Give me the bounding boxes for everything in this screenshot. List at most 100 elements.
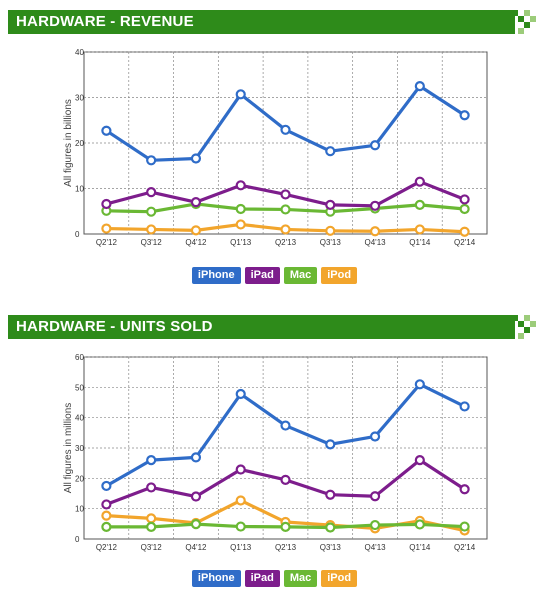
revenue-title: HARDWARE - REVENUE [16,13,194,30]
units-title: HARDWARE - UNITS SOLD [16,318,213,335]
data-point-ipod [101,510,112,521]
x-tick-label: Q2'14 [454,543,476,552]
data-point-ipad [146,482,157,493]
revenue-line-chart: 0 10 20 30 40 Q2'12 Q3'12 Q4'12 Q1'13 Q2'13 Q3'13 Q… [63,48,488,247]
data-point-iphone [369,140,381,151]
data-point-ipad [190,197,202,208]
x-tick-label: Q3'12 [141,543,163,552]
data-point-iphone [325,146,336,157]
x-tick-label: Q2'14 [454,238,476,247]
units-legend: iPhone iPad Mac iPod [0,570,549,587]
x-tick-label: Q2'12 [96,543,118,552]
legend-mac[interactable]: Mac [283,570,318,587]
data-point-mac [414,199,425,210]
x-tick-label: Q4'12 [185,543,207,552]
legend-ipad[interactable]: iPad [244,570,280,587]
y-tick-label: 10 [75,505,84,514]
data-point-mac [369,519,381,531]
data-point-iphone [235,388,246,400]
data-point-ipad [414,176,425,187]
data-point-mac [459,203,470,215]
x-tick-label: Q1'14 [409,238,431,247]
data-point-ipad [325,199,336,210]
x-tick-label: Q2'12 [96,238,118,247]
data-point-iphone [190,153,202,164]
y-tick-label: 20 [75,474,84,483]
pixel-decoration-icon [512,10,536,34]
data-point-ipod [280,224,291,235]
data-point-mac [101,521,112,532]
x-tick-label: Q1'14 [409,543,431,552]
data-point-mac [325,522,336,533]
pixel-decoration-icon [512,315,536,339]
x-tick-label: Q3'13 [320,238,342,247]
data-point-ipod [369,226,381,237]
data-point-iphone [280,124,291,135]
y-axis-label: All figures in billions [63,99,74,187]
data-point-iphone [369,431,381,442]
data-point-ipod [414,224,425,235]
x-tick-label: Q3'12 [141,238,163,247]
data-point-ipod [101,223,112,234]
y-tick-label: 0 [75,535,80,544]
data-point-iphone [190,452,202,463]
data-point-ipod [146,513,157,524]
data-point-mac [146,521,157,532]
data-point-mac [235,203,246,215]
x-tick-label: Q2'13 [275,543,297,552]
y-tick-label: 20 [75,139,84,148]
legend-mac[interactable]: Mac [283,267,318,284]
data-point-iphone [235,89,246,100]
legend-ipod[interactable]: iPod [321,570,358,587]
y-axis-label: All figures in millions [63,403,74,494]
data-point-iphone [146,455,157,466]
y-tick-label: 10 [75,185,84,194]
data-point-ipad [369,491,381,502]
data-point-ipad [280,474,291,485]
data-point-ipad [414,455,425,466]
revenue-header-bar: HARDWARE - REVENUE [8,10,515,34]
data-point-mac [235,521,246,532]
data-point-ipad [459,484,470,495]
units-header-bar: HARDWARE - UNITS SOLD [8,315,515,339]
data-point-iphone [101,125,112,136]
legend-iphone[interactable]: iPhone [191,570,241,587]
data-point-mac [146,206,157,217]
data-point-mac [414,519,425,530]
data-point-ipod [325,225,336,236]
x-tick-label: Q1'13 [230,543,252,552]
legend-ipad[interactable]: iPad [244,267,280,284]
data-point-ipad [325,489,336,500]
data-point-ipad [235,180,246,191]
x-tick-label: Q4'13 [365,238,387,247]
x-tick-label: Q4'13 [365,543,387,552]
y-tick-label: 40 [75,48,84,57]
x-tick-label: Q2'13 [275,238,297,247]
data-point-mac [190,519,202,530]
data-point-ipod [146,224,157,235]
x-tick-label: Q1'13 [230,238,252,247]
data-point-ipad [146,187,157,198]
data-point-ipod [459,226,470,237]
data-point-iphone [325,439,336,450]
data-point-mac [459,521,470,532]
data-point-ipod [190,225,202,236]
y-tick-label: 0 [75,230,80,239]
revenue-legend: iPhone iPad Mac iPod [0,267,549,284]
data-point-ipod [235,495,246,506]
x-tick-label: Q3'13 [320,543,342,552]
data-point-mac [280,521,291,532]
data-point-iphone [414,379,425,390]
data-point-iphone [146,155,157,166]
data-point-iphone [459,401,470,412]
legend-ipod[interactable]: iPod [321,267,358,284]
data-point-ipad [235,464,246,475]
y-tick-label: 60 [75,353,84,362]
data-point-ipad [101,198,112,210]
data-point-iphone [280,420,291,431]
data-point-iphone [414,81,425,92]
x-tick-label: Q4'12 [185,238,207,247]
data-point-ipad [280,189,291,200]
legend-iphone[interactable]: iPhone [191,267,241,284]
data-point-ipad [459,194,470,205]
